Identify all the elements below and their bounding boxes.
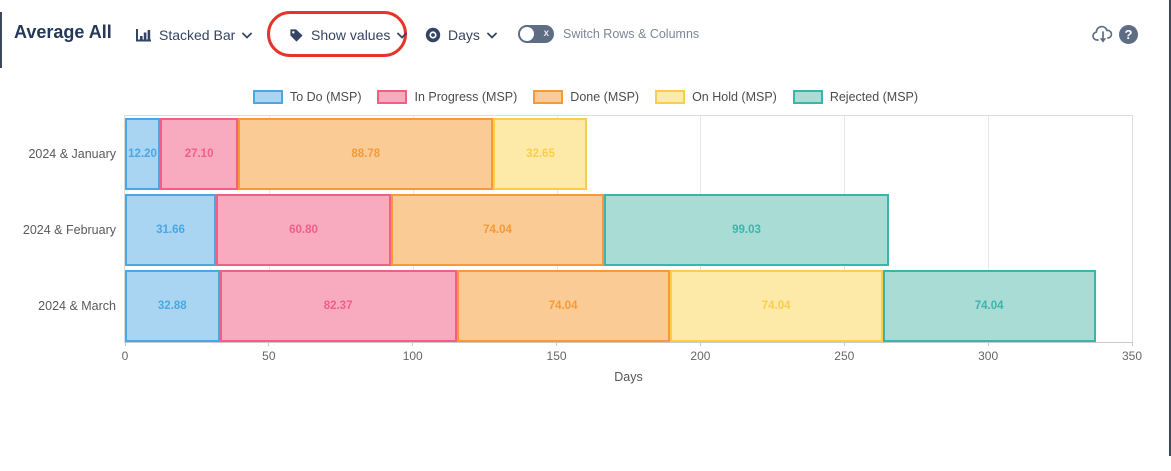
x-tick-mark <box>268 342 270 346</box>
window-edge-left <box>0 12 2 68</box>
value-label: 12.20 <box>128 148 157 160</box>
chevron-down-icon <box>397 32 408 39</box>
value-label: 27.10 <box>184 148 214 160</box>
x-tick-label: 150 <box>546 349 567 363</box>
chart-legend: To Do (MSP) In Progress (MSP) Done (MSP) On… <box>0 90 1171 104</box>
chart-type-label: Stacked Bar <box>159 27 236 43</box>
x-tick-label: 300 <box>978 349 999 363</box>
x-tick-mark <box>699 342 701 346</box>
value-label: 74.04 <box>548 300 578 312</box>
bar-segment-rejected-msp[interactable]: 74.04 <box>882 270 1096 342</box>
x-tick-label: 100 <box>402 349 423 363</box>
bar-segment-done-msp[interactable]: 74.04 <box>391 194 605 266</box>
chevron-down-icon <box>487 32 497 39</box>
cloud-download-icon[interactable] <box>1091 24 1115 44</box>
legend-label: In Progress (MSP) <box>414 90 518 104</box>
value-label: 74.04 <box>761 300 791 312</box>
legend-label: On Hold (MSP) <box>692 90 777 104</box>
switch-rows-columns-toggle[interactable]: x <box>518 25 554 43</box>
toggle-knob <box>520 27 534 41</box>
category-label: 2024 & March <box>38 299 116 313</box>
chart-type-dropdown[interactable]: Stacked Bar <box>135 24 253 46</box>
value-label: 60.80 <box>289 224 318 236</box>
legend-swatch <box>792 90 823 104</box>
bar-segment-on-hold-msp[interactable]: 32.65 <box>493 118 588 190</box>
page-title: Average All <box>14 22 112 42</box>
bar-segment-to-do-msp[interactable]: 32.88 <box>125 270 220 342</box>
bar-segment-rejected-msp[interactable]: 99.03 <box>604 194 889 266</box>
legend-item-on-hold-msp[interactable]: On Hold (MSP) <box>655 90 777 104</box>
plot-area: Days 0 50 100 150 200 250 300 350 2024 & January… <box>23 115 1142 384</box>
x-tick-mark <box>987 342 989 346</box>
x-tick-mark <box>124 342 126 346</box>
gridline <box>988 116 990 342</box>
unit-label: Days <box>448 27 480 43</box>
x-tick-label: 250 <box>834 349 855 363</box>
x-tick-label: 0 <box>121 349 129 363</box>
bar-row-2024-january: 12.20 27.10 88.78 32.65 <box>125 118 1132 190</box>
value-label: 31.66 <box>156 224 185 236</box>
legend-label: Done (MSP) <box>570 90 640 104</box>
x-tick-mark <box>556 342 558 346</box>
show-values-label: Show values <box>311 27 391 43</box>
legend-item-rejected-msp[interactable]: Rejected (MSP) <box>792 90 919 104</box>
value-label: 74.04 <box>483 224 512 236</box>
x-tick-label: 50 <box>262 349 276 363</box>
bar-segment-to-do-msp[interactable]: 31.66 <box>125 194 217 266</box>
bar-segment-in-progress-msp[interactable]: 82.37 <box>219 270 457 342</box>
target-icon <box>425 27 441 43</box>
x-tick-mark <box>1131 342 1133 346</box>
x-axis-title: Days <box>614 370 643 384</box>
show-values-dropdown[interactable]: Show values <box>289 24 408 46</box>
window-edge-right <box>1169 0 1171 456</box>
bar-segment-in-progress-msp[interactable]: 27.10 <box>160 118 239 190</box>
bar-segment-to-do-msp[interactable]: 12.20 <box>125 118 161 190</box>
legend-label: To Do (MSP) <box>289 90 362 104</box>
legend-item-in-progress-msp[interactable]: In Progress (MSP) <box>377 90 517 104</box>
category-label: 2024 & February <box>22 223 116 237</box>
legend-swatch <box>252 90 283 104</box>
unit-dropdown[interactable]: Days <box>425 24 497 46</box>
value-label: 32.88 <box>157 300 187 312</box>
bar-segment-on-hold-msp[interactable]: 74.04 <box>669 270 883 342</box>
legend-label: Rejected (MSP) <box>829 90 919 104</box>
stacked-bar-icon <box>135 27 152 43</box>
chevron-down-icon <box>242 32 253 39</box>
bar-segment-done-msp[interactable]: 88.78 <box>238 118 494 190</box>
bar-row-2024-february: 31.66 60.80 74.04 99.03 <box>125 194 1132 266</box>
x-tick-label: 350 <box>1121 349 1143 363</box>
legend-item-done-msp[interactable]: Done (MSP) <box>533 90 639 104</box>
switch-rows-columns-control: x Switch Rows & Columns <box>518 25 699 43</box>
bar-segment-done-msp[interactable]: 74.04 <box>456 270 670 342</box>
help-icon[interactable]: ? <box>1119 25 1138 44</box>
legend-swatch <box>377 90 408 104</box>
legend-swatch <box>533 90 564 104</box>
value-label: 88.78 <box>351 148 381 160</box>
switch-rows-columns-label: Switch Rows & Columns <box>563 27 700 41</box>
value-label: 99.03 <box>732 224 761 236</box>
value-label: 32.65 <box>526 148 555 160</box>
value-label: 82.37 <box>323 300 353 312</box>
legend-swatch <box>655 90 686 104</box>
value-label: 74.04 <box>974 300 1004 312</box>
legend-item-to-do-msp[interactable]: To Do (MSP) <box>252 90 362 104</box>
x-tick-mark <box>412 342 414 346</box>
tag-icon <box>289 28 304 43</box>
x-tick-mark <box>843 342 845 346</box>
bar-segment-in-progress-msp[interactable]: 60.80 <box>216 194 391 266</box>
x-tick-label: 200 <box>690 349 711 363</box>
bar-row-2024-march: 32.88 82.37 74.04 74.04 74.04 <box>125 270 1132 342</box>
toggle-off-indicator: x <box>543 28 549 39</box>
category-label: 2024 & January <box>28 147 116 161</box>
